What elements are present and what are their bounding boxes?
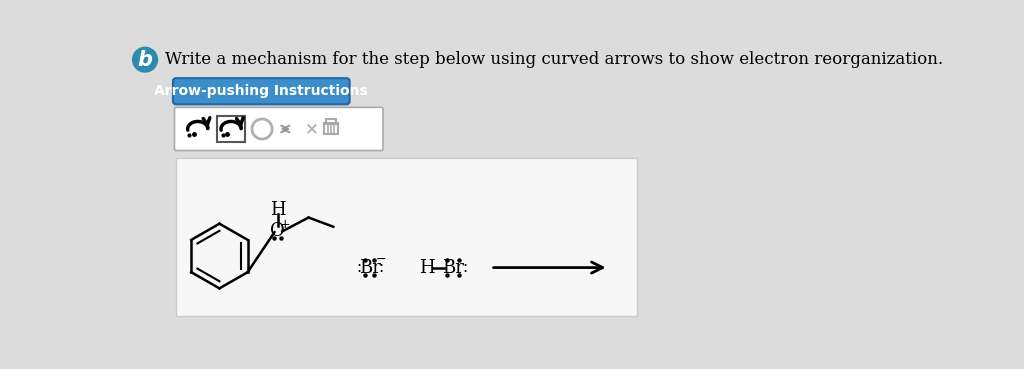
Text: −: − xyxy=(376,253,387,266)
Text: Arrow-pushing Instructions: Arrow-pushing Instructions xyxy=(155,84,369,98)
Text: b: b xyxy=(137,50,153,70)
Text: ✕: ✕ xyxy=(305,120,318,138)
Bar xyxy=(176,158,637,316)
Text: H: H xyxy=(419,259,434,277)
FancyBboxPatch shape xyxy=(217,116,245,142)
Text: :: : xyxy=(378,260,383,275)
Text: :: : xyxy=(462,260,467,275)
Text: Write a mechanism for the step below using curved arrows to show electron reorga: Write a mechanism for the step below usi… xyxy=(165,51,943,68)
Text: O: O xyxy=(270,223,285,240)
Text: +: + xyxy=(280,218,291,231)
Text: :: : xyxy=(356,260,361,275)
FancyBboxPatch shape xyxy=(173,78,349,104)
Text: H: H xyxy=(269,201,286,219)
Text: Br: Br xyxy=(358,259,381,277)
Bar xyxy=(324,123,338,134)
Bar xyxy=(327,119,336,124)
Text: Br: Br xyxy=(441,259,464,277)
Circle shape xyxy=(133,47,158,72)
FancyBboxPatch shape xyxy=(174,107,383,151)
